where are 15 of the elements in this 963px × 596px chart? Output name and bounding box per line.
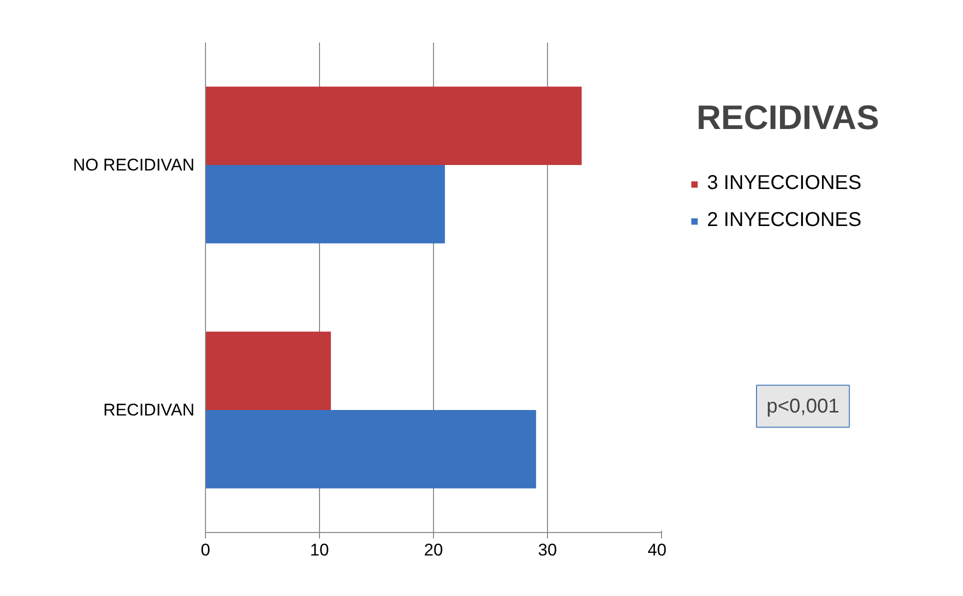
text: RECIDIVAS <box>696 98 880 137</box>
legend-label: 2 INYECCIONES <box>707 209 862 232</box>
y-tick-label: RECIDIVAN <box>103 400 195 420</box>
x-tick-label: 0 <box>200 540 210 560</box>
y-tick-label: NO RECIDIVAN <box>72 156 195 174</box>
bar <box>206 86 582 165</box>
bar <box>206 332 331 410</box>
text: p<0,001 <box>766 395 840 418</box>
x-tick-label: 10 <box>310 540 329 560</box>
x-tick-label: 30 <box>538 540 557 560</box>
x-tick-label: 20 <box>424 540 443 560</box>
legend-label: 3 INYECCIONES <box>707 172 862 195</box>
bar <box>206 410 536 488</box>
x-tick-label: 40 <box>648 540 667 560</box>
bar <box>206 165 445 244</box>
